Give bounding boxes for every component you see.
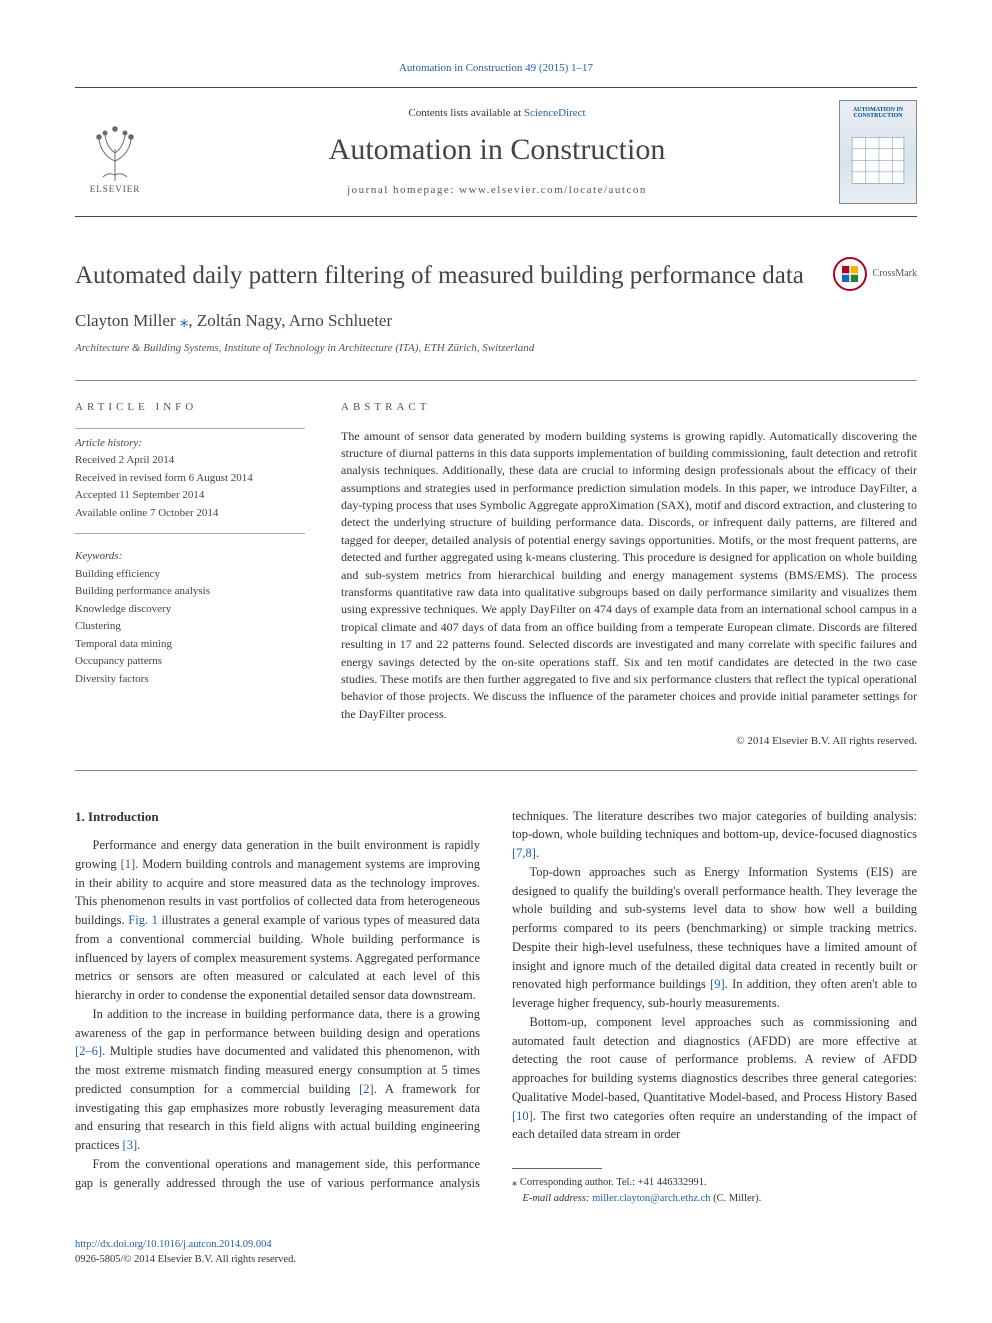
author-list: Clayton Miller ⁎, Zoltán Nagy, Arno Schl… [75, 308, 917, 334]
footnote-rule [512, 1168, 602, 1169]
journal-homepage: journal homepage: www.elsevier.com/locat… [155, 182, 839, 199]
running-header-link[interactable]: Automation in Construction 49 (2015) 1–1… [399, 62, 593, 74]
keyword-item: Diversity factors [75, 671, 305, 688]
article-info: article info Article history: Received 2… [75, 399, 305, 750]
history-item: Available online 7 October 2014 [75, 505, 305, 522]
running-header: Automation in Construction 49 (2015) 1–1… [75, 60, 917, 77]
body-p5a: Bottom-up, component level approaches su… [512, 1015, 917, 1104]
sciencedirect-link[interactable]: ScienceDirect [524, 107, 586, 119]
body-p3b: . [536, 846, 539, 860]
abstract-text: The amount of sensor data generated by m… [341, 428, 917, 724]
issn-copyright: 0926-5805/© 2014 Elsevier B.V. All right… [75, 1252, 917, 1268]
affiliation: Architecture & Building Systems, Institu… [75, 340, 917, 357]
figure-link[interactable]: Fig. 1 [128, 913, 158, 927]
corresponding-tel: +41 446332991. [638, 1177, 707, 1188]
author-2: Arno Schlueter [289, 311, 392, 330]
elsevier-tree-icon [83, 119, 147, 183]
author-1: Zoltán Nagy [197, 311, 281, 330]
corresponding-label: Corresponding author. Tel.: [520, 1177, 638, 1188]
body-p4a: Top-down approaches such as Energy Infor… [512, 865, 917, 992]
contents-prefix: Contents lists available at [408, 107, 523, 119]
body-text: 1. Introduction Performance and energy d… [75, 807, 917, 1207]
history-label: Article history: [75, 435, 305, 452]
journal-homepage-label: journal homepage: [347, 184, 459, 196]
keyword-item: Clustering [75, 618, 305, 635]
keywords-label: Keywords: [75, 548, 305, 565]
journal-homepage-url[interactable]: www.elsevier.com/locate/autcon [459, 184, 647, 196]
body-p5b: . The first two categories often require… [512, 1109, 917, 1142]
keyword-item: Occupancy patterns [75, 653, 305, 670]
body-p2d: . [137, 1138, 140, 1152]
footnote-star-icon: ⁎ [512, 1177, 517, 1188]
article-info-heading: article info [75, 399, 305, 416]
info-rule-1 [75, 428, 305, 429]
keyword-item: Temporal data mining [75, 636, 305, 653]
journal-cover-thumb: AUTOMATION IN CONSTRUCTION [839, 100, 917, 204]
doi-link[interactable]: http://dx.doi.org/10.1016/j.autcon.2014.… [75, 1239, 272, 1250]
abstract: abstract The amount of sensor data gener… [341, 399, 917, 750]
keyword-item: Building performance analysis [75, 583, 305, 600]
info-top-rule [75, 380, 917, 381]
crossmark-badge[interactable]: CrossMark [833, 257, 917, 291]
abstract-heading: abstract [341, 399, 917, 416]
ref-link[interactable]: [9] [710, 977, 725, 991]
ref-link[interactable]: [2] [359, 1082, 374, 1096]
email-label: E-mail address: [523, 1193, 593, 1204]
ref-link[interactable]: [1] [121, 857, 136, 871]
cover-thumb-art-icon [843, 120, 913, 197]
abstract-copyright: © 2014 Elsevier B.V. All rights reserved… [341, 733, 917, 750]
keyword-item: Building efficiency [75, 566, 305, 583]
publisher-name: ELSEVIER [90, 183, 141, 197]
email-link[interactable]: miller.clayton@arch.ethz.ch [592, 1193, 710, 1204]
journal-title: Automation in Construction [155, 127, 839, 172]
info-rule-2 [75, 533, 305, 534]
journal-header: ELSEVIER Contents lists available at Sci… [75, 88, 917, 217]
article-title: Automated daily pattern filtering of mea… [75, 257, 833, 295]
email-suffix: (C. Miller). [711, 1193, 762, 1204]
ref-link[interactable]: [2–6] [75, 1044, 102, 1058]
corresponding-star-icon: ⁎ [180, 311, 189, 330]
body-p2a: In addition to the increase in building … [75, 1007, 480, 1040]
crossmark-icon [833, 257, 867, 291]
footnote: ⁎ Corresponding author. Tel.: +41 446332… [512, 1168, 917, 1207]
contents-line: Contents lists available at ScienceDirec… [155, 105, 839, 122]
history-item: Received in revised form 6 August 2014 [75, 470, 305, 487]
history-item: Accepted 11 September 2014 [75, 487, 305, 504]
section-heading: 1. Introduction [75, 807, 480, 827]
crossmark-label: CrossMark [873, 266, 917, 281]
ref-link[interactable]: [7,8] [512, 846, 536, 860]
history-item: Received 2 April 2014 [75, 452, 305, 469]
publisher-logo: ELSEVIER [75, 107, 155, 197]
cover-thumb-title: AUTOMATION IN CONSTRUCTION [844, 107, 912, 120]
author-0: Clayton Miller [75, 311, 176, 330]
ref-link[interactable]: [10] [512, 1109, 533, 1123]
keyword-item: Knowledge discovery [75, 601, 305, 618]
ref-link[interactable]: [3] [123, 1138, 138, 1152]
doi-block: http://dx.doi.org/10.1016/j.autcon.2014.… [75, 1237, 917, 1269]
